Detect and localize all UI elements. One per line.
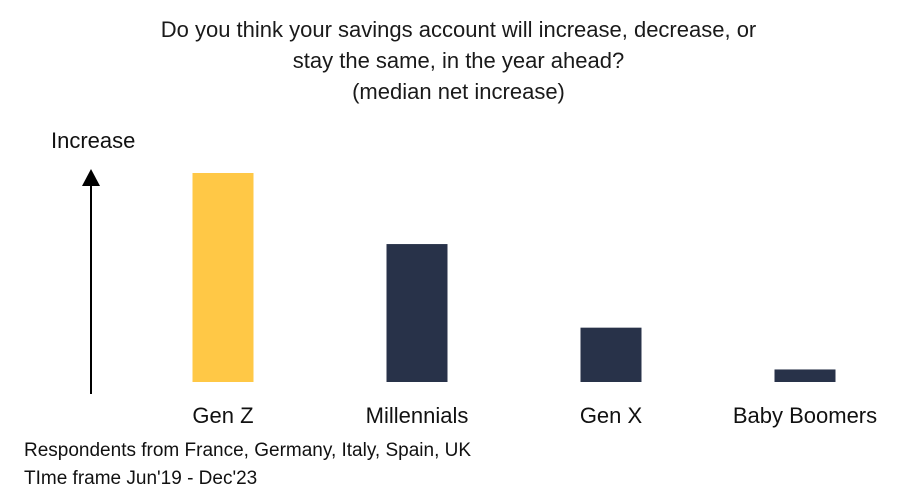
bar-baby-boomers (774, 369, 836, 382)
bar-millennials (386, 244, 448, 382)
x-tick-label-gen-x: Gen X (580, 403, 643, 428)
x-tick-label-millennials: Millennials (366, 403, 469, 428)
bar-group (192, 173, 836, 382)
y-axis-label: Increase (51, 128, 136, 153)
x-tick-label-gen-z: Gen Z (192, 403, 253, 428)
footnote-timeframe: TIme frame Jun'19 - Dec'23 (24, 468, 258, 489)
chart-title-line-3: (median net increase) (352, 79, 565, 104)
bar-gen-z (192, 173, 254, 382)
x-tick-label-baby-boomers: Baby Boomers (733, 403, 877, 428)
chart-title-line-1: Do you think your savings account will i… (160, 17, 757, 42)
y-axis-arrow (82, 169, 100, 186)
bar-gen-x (580, 327, 642, 382)
chart-title: Do you think your savings account will i… (0, 14, 907, 107)
footnote-respondents: Respondents from France, Germany, Italy,… (24, 440, 472, 461)
x-tick-labels: Gen Z Millennials Gen X Baby Boomers (192, 403, 877, 428)
chart-title-line-2: stay the same, in the year ahead? (292, 48, 625, 73)
